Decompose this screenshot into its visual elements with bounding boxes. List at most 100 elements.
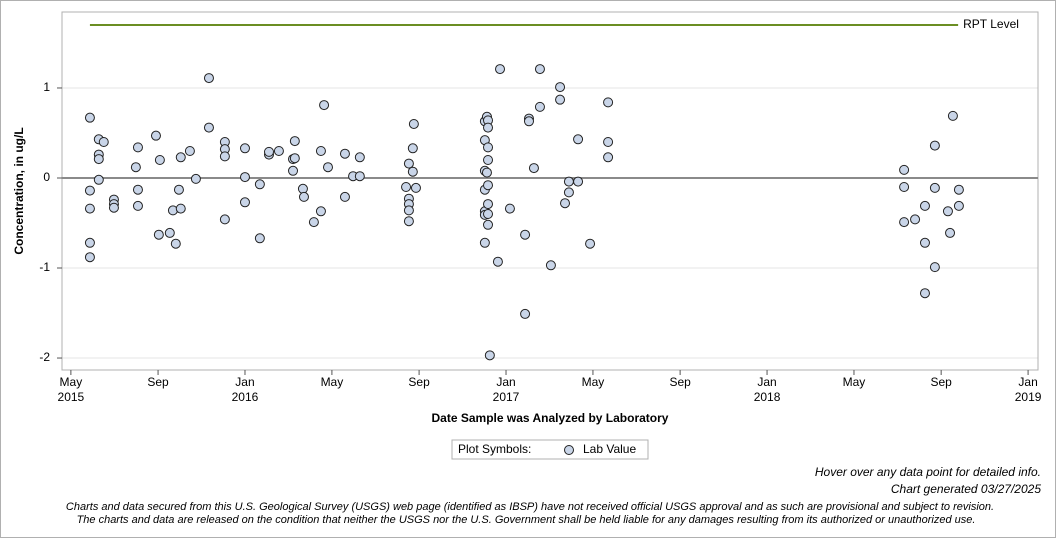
data-point <box>483 199 494 210</box>
data-point <box>899 217 910 228</box>
data-point <box>403 205 414 216</box>
data-point <box>528 163 539 174</box>
disclaimer: Charts and data secured from this U.S. G… <box>66 501 994 513</box>
data-point <box>93 154 104 165</box>
data-point <box>407 166 418 177</box>
data-point <box>190 173 201 184</box>
data-point <box>492 256 503 267</box>
data-point <box>239 143 250 154</box>
data-point <box>603 97 614 108</box>
data-point <box>84 203 95 214</box>
data-point <box>184 145 195 156</box>
data-point <box>410 182 421 193</box>
data-point <box>308 217 319 228</box>
data-point <box>483 219 494 230</box>
data-point <box>603 152 614 163</box>
data-point <box>534 101 545 112</box>
data-point <box>319 100 330 111</box>
data-point <box>263 146 274 157</box>
data-point <box>153 229 164 240</box>
x-tick-label: Jan 2017 <box>493 375 520 404</box>
y-axis-label: Concentration, in ug/L <box>12 127 26 254</box>
data-point <box>520 308 531 319</box>
data-point <box>401 181 412 192</box>
data-point <box>219 151 230 162</box>
data-point <box>288 165 299 176</box>
data-point <box>407 143 418 154</box>
y-tick-label: 0 <box>43 170 50 184</box>
data-point <box>289 153 300 164</box>
data-point <box>484 350 495 361</box>
data-point <box>175 152 186 163</box>
data-point <box>953 184 964 195</box>
data-point <box>254 233 265 244</box>
data-point <box>173 184 184 195</box>
legend-box <box>451 439 649 460</box>
data-point <box>315 206 326 217</box>
x-tick-label: Sep <box>147 375 169 389</box>
data-point <box>563 176 574 187</box>
data-point <box>84 112 95 123</box>
data-point <box>84 252 95 263</box>
data-point <box>483 180 494 191</box>
data-point <box>919 288 930 299</box>
y-tick-label: -2 <box>39 350 50 364</box>
data-point <box>919 237 930 248</box>
x-tick-label: Jan 2019 <box>1015 375 1042 404</box>
x-tick-label: Sep <box>930 375 952 389</box>
data-point <box>203 122 214 133</box>
x-tick-label: May <box>843 375 866 389</box>
data-point <box>899 181 910 192</box>
legend-label: Lab Value <box>583 442 636 456</box>
x-tick-label: Sep <box>669 375 691 389</box>
data-point <box>573 134 584 145</box>
data-point <box>297 183 308 194</box>
data-point <box>108 202 119 213</box>
data-point <box>170 238 181 249</box>
data-point <box>504 203 515 214</box>
data-point <box>534 64 545 75</box>
data-point <box>354 152 365 163</box>
data-point <box>98 136 109 147</box>
data-point <box>339 148 350 159</box>
data-point <box>273 145 284 156</box>
data-point <box>132 142 143 153</box>
data-point <box>910 214 921 225</box>
y-tick-label: 1 <box>43 80 50 94</box>
data-point <box>132 184 143 195</box>
data-point <box>84 185 95 196</box>
data-point <box>929 182 940 193</box>
data-point <box>483 154 494 165</box>
data-point <box>403 216 414 227</box>
data-point <box>929 262 940 273</box>
x-tick-label: May 2015 <box>58 375 85 404</box>
data-point <box>239 172 250 183</box>
x-tick-label: Jan 2018 <box>754 375 781 404</box>
data-point <box>298 191 309 202</box>
data-point <box>479 237 490 248</box>
data-point <box>239 197 250 208</box>
data-point <box>483 122 494 133</box>
legend-symbol <box>564 445 574 455</box>
data-point <box>219 214 230 225</box>
data-point <box>953 200 964 211</box>
x-axis-label: Date Sample was Analyzed by Laboratory <box>432 411 669 425</box>
x-tick-label: May <box>321 375 344 389</box>
data-point <box>354 171 365 182</box>
data-point <box>555 94 566 105</box>
y-tick-label: -1 <box>39 260 50 274</box>
data-point <box>545 260 556 271</box>
data-point <box>93 174 104 185</box>
x-tick-label: Sep <box>408 375 430 389</box>
x-tick-label: May <box>582 375 605 389</box>
data-point <box>84 237 95 248</box>
data-point <box>573 176 584 187</box>
data-point <box>175 203 186 214</box>
data-point <box>322 162 333 173</box>
series-label: RPT Level <box>963 17 1019 31</box>
data-point <box>520 229 531 240</box>
data-point <box>523 116 534 127</box>
data-point <box>919 200 930 211</box>
plot-area <box>61 11 1039 371</box>
data-point <box>408 118 419 129</box>
